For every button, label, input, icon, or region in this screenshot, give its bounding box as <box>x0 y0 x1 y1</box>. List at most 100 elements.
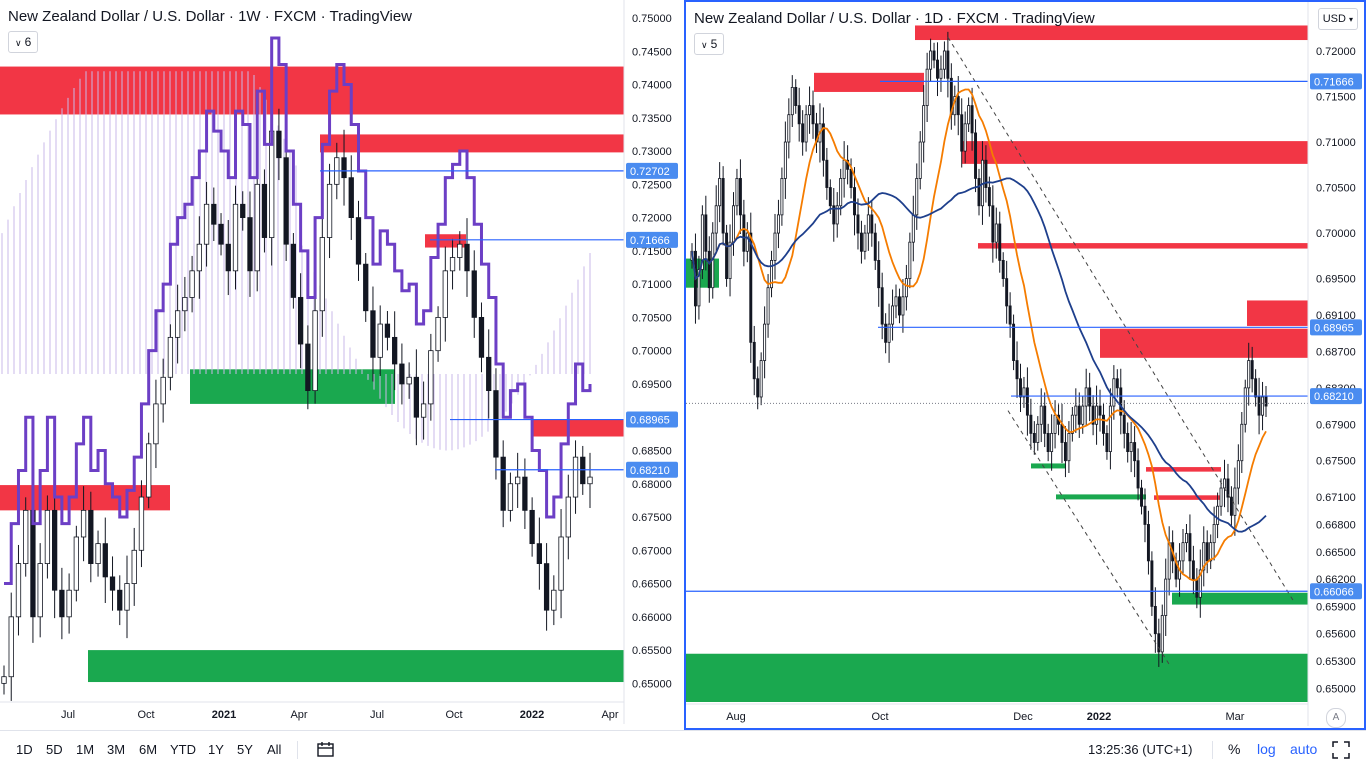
candle-body <box>794 86 798 107</box>
chart-title: New Zealand Dollar / U.S. Dollar · 1D · … <box>694 10 1095 27</box>
candle-body <box>884 323 888 343</box>
price-tick-label: 0.68500 <box>632 445 672 457</box>
candle-body <box>319 237 325 312</box>
price-tick-label: 0.73000 <box>632 146 672 158</box>
legend-collapse-button[interactable]: ∨ 6 <box>8 31 39 53</box>
price-flag-label: 0.68210 <box>1314 391 1354 403</box>
candle-body <box>773 232 777 261</box>
envelope-line <box>4 36 592 586</box>
candle-body <box>1261 396 1265 416</box>
chart-title: New Zealand Dollar / U.S. Dollar · 1W · … <box>8 8 413 25</box>
candle-body <box>763 323 767 361</box>
support-zone <box>686 653 1308 702</box>
candle-body <box>904 278 908 298</box>
candle-body <box>1036 423 1040 443</box>
candle-body <box>915 178 919 216</box>
fullscreen-icon[interactable] <box>1332 741 1350 759</box>
candle-body <box>894 296 898 307</box>
candle-body <box>1195 578 1199 598</box>
candle-body <box>808 105 812 116</box>
date-range-icon[interactable] <box>316 741 336 759</box>
daily-chart-canvas[interactable]: 0.72000 0.71500 0.71000 0.70500 0.70000 0.695… <box>686 2 1364 728</box>
candle-body <box>102 543 108 578</box>
price-tick-label: 0.65900 <box>1316 601 1356 613</box>
right-chart-pane[interactable]: New Zealand Dollar / U.S. Dollar · 1D · … <box>684 0 1366 730</box>
time-tick-label: 2022 <box>520 709 544 721</box>
log-scale-button[interactable]: log <box>1257 741 1276 757</box>
candle-body <box>780 178 784 216</box>
price-flag-label: 0.71666 <box>630 235 670 247</box>
candle-body <box>442 270 448 318</box>
candle-body <box>1202 542 1206 571</box>
candle-body <box>939 68 943 79</box>
candle-body <box>478 317 485 358</box>
candle-body <box>707 250 711 289</box>
range-5d-button[interactable]: 5D <box>46 742 63 757</box>
price-flag <box>626 231 678 248</box>
candle-body <box>486 356 492 391</box>
weekly-chart-canvas[interactable]: 0.75000 0.74500 0.74000 0.73500 0.73000 0.725… <box>0 0 683 730</box>
candle-body <box>1105 432 1109 453</box>
candle-body <box>515 476 521 485</box>
candle-body <box>714 205 718 234</box>
price-flag <box>1310 388 1362 405</box>
candle-body <box>1209 542 1213 562</box>
range-3m-button[interactable]: 3M <box>107 742 126 757</box>
price-tick-label: 0.67000 <box>632 545 672 557</box>
candle-body <box>752 341 756 380</box>
currency-select[interactable]: USD ▾ <box>1317 8 1358 30</box>
range-1y-button[interactable]: 1Y <box>208 742 224 757</box>
candle-body <box>1219 487 1223 507</box>
candle-body <box>911 214 915 243</box>
candle-body <box>428 350 434 405</box>
candle-body <box>543 563 550 611</box>
percent-scale-button[interactable]: % <box>1228 741 1241 757</box>
resistance-zone <box>962 141 1308 164</box>
candle-body <box>835 205 839 225</box>
candle-body <box>1150 560 1154 607</box>
candle-body <box>1136 460 1140 489</box>
candle-body <box>1039 405 1043 425</box>
candle-body <box>839 178 843 207</box>
resistance-zone <box>0 66 624 115</box>
candle-body <box>1088 387 1092 407</box>
clock-display[interactable]: 13:25:36 (UTC+1) <box>1088 742 1193 757</box>
range-1m-button[interactable]: 1M <box>76 742 95 757</box>
divider <box>297 741 298 759</box>
candle-body <box>1240 423 1244 462</box>
time-tick-label: Dec <box>1013 711 1033 723</box>
time-tick-label: 2021 <box>212 709 236 721</box>
legend-collapse-button[interactable]: ∨ 5 <box>694 33 725 55</box>
candle-body <box>1032 432 1036 443</box>
candle-body <box>866 214 870 234</box>
range-5y-button[interactable]: 5Y <box>237 742 253 757</box>
candle-body <box>891 305 895 325</box>
legend-count: 5 <box>710 37 718 51</box>
candle-body <box>1247 360 1251 389</box>
candle-body <box>1254 378 1258 398</box>
range-1d-button[interactable]: 1D <box>16 742 33 757</box>
candle-body <box>160 376 166 405</box>
price-tick-label: 0.66800 <box>1316 519 1356 531</box>
candle-body <box>828 187 832 207</box>
auto-scale-button[interactable]: auto <box>1290 741 1318 757</box>
candle-body <box>1198 569 1202 598</box>
price-scale-mode-button[interactable]: A <box>1326 708 1346 728</box>
range-6m-button[interactable]: 6M <box>139 742 158 757</box>
price-tick-label: 0.75000 <box>632 13 672 25</box>
candle-body <box>1164 578 1168 616</box>
resistance-zone <box>1100 328 1308 358</box>
candle-body <box>1133 442 1137 462</box>
candle-body <box>587 476 593 485</box>
candle-body <box>457 243 463 258</box>
price-tick-label: 0.66500 <box>1316 547 1356 559</box>
candle-body <box>124 583 130 611</box>
candle-body <box>897 296 901 316</box>
candle-body <box>1236 460 1240 489</box>
candle-body <box>956 96 960 116</box>
candle-body <box>932 50 936 61</box>
time-tick-label: Jul <box>370 709 384 721</box>
left-chart-pane[interactable]: New Zealand Dollar / U.S. Dollar · 1W · … <box>0 0 683 730</box>
range-ytd-button[interactable]: YTD <box>170 742 196 757</box>
range-all-button[interactable]: All <box>267 742 282 757</box>
